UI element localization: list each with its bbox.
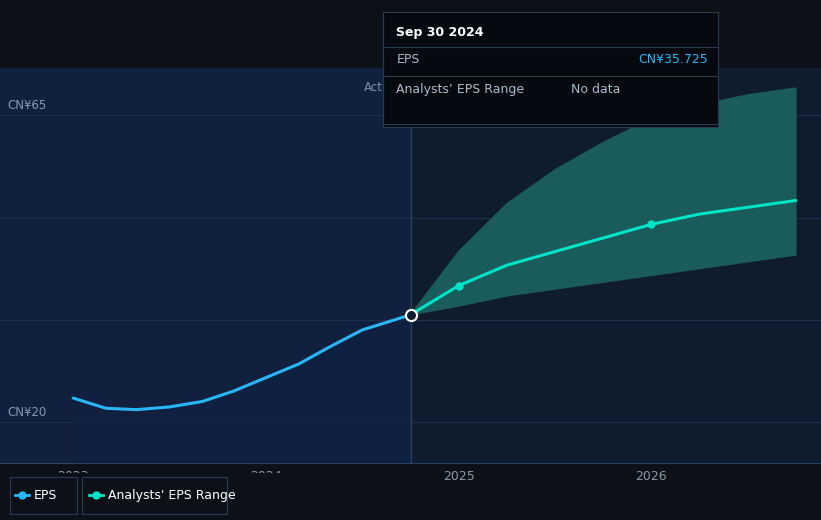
Text: EPS: EPS [397, 54, 420, 67]
Text: No data: No data [571, 83, 620, 96]
Polygon shape [73, 315, 411, 463]
FancyBboxPatch shape [10, 477, 77, 514]
Text: Actual: Actual [364, 81, 401, 94]
Text: CN¥35.725: CN¥35.725 [638, 54, 708, 67]
Text: CN¥65: CN¥65 [7, 99, 47, 112]
Text: Analysts’ EPS Range: Analysts’ EPS Range [397, 83, 525, 96]
Text: Sep 30 2024: Sep 30 2024 [397, 26, 484, 39]
Text: Analysts Forecasts: Analysts Forecasts [429, 81, 539, 94]
Polygon shape [410, 88, 796, 315]
FancyBboxPatch shape [82, 477, 227, 514]
Bar [0, 68, 410, 463]
Text: EPS: EPS [34, 489, 57, 502]
Text: CN¥20: CN¥20 [7, 406, 47, 419]
Text: Analysts' EPS Range: Analysts' EPS Range [108, 489, 236, 502]
